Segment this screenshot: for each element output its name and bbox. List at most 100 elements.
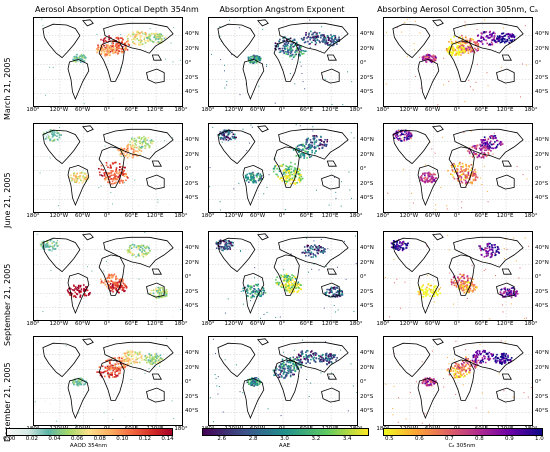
aerosol-pixel: [108, 277, 110, 279]
aerosol-pixel: [126, 363, 129, 365]
aerosol-pixel: [483, 38, 486, 41]
aerosol-pixel: [461, 34, 463, 37]
aerosol-pixel: [460, 176, 463, 178]
aerosol-pixel: [304, 358, 307, 361]
aerosol-pixel: [99, 174, 101, 176]
aerosol-pixel: [309, 38, 312, 41]
aerosol-pixel: [295, 48, 298, 51]
aerosol-pixel: [127, 361, 130, 363]
aerosol-pixel: [465, 36, 467, 39]
aerosol-pixel: [308, 396, 310, 398]
aerosol-pixel: [492, 136, 494, 139]
aerosol-pixel: [493, 137, 495, 139]
aerosol-pixel: [487, 151, 489, 154]
aerosol-pixel: [460, 168, 462, 170]
aerosol-pixel: [120, 34, 122, 36]
aerosol-pixel: [491, 254, 494, 256]
aerosol-pixel: [486, 42, 489, 45]
longitude-tick-label: 120°E: [146, 321, 164, 327]
aerosol-pixel: [85, 173, 87, 175]
aerosol-pixel: [108, 358, 111, 361]
aerosol-pixel: [426, 286, 428, 289]
aerosol-pixel: [155, 297, 158, 299]
aerosol-pixel: [465, 182, 468, 185]
aerosol-pixel: [137, 353, 139, 356]
aerosol-pixel: [350, 363, 352, 365]
aerosol-pixel: [114, 286, 116, 289]
aerosol-pixel: [152, 362, 154, 365]
aerosol-pixel: [113, 273, 116, 276]
aerosol-pixel: [309, 253, 312, 256]
aerosol-pixel: [103, 370, 106, 373]
aerosol-pixel: [332, 294, 335, 297]
aerosol-pixel: [288, 280, 291, 282]
aerosol-pixel: [263, 193, 265, 195]
aerosol-pixel: [70, 288, 72, 290]
aerosol-pixel: [328, 288, 330, 291]
aerosol-pixel: [462, 41, 465, 43]
aerosol-pixel: [286, 165, 289, 168]
map-panel-aaod-december: [33, 336, 183, 426]
aerosol-pixel: [140, 40, 142, 42]
aerosol-pixel: [299, 361, 302, 364]
aerosol-pixel: [486, 245, 489, 247]
aerosol-pixel: [96, 156, 98, 158]
aerosol-pixel: [128, 155, 131, 158]
aerosol-pixel: [395, 130, 398, 133]
aerosol-pixel: [158, 293, 161, 295]
aerosol-pixel: [154, 34, 156, 36]
aerosol-pixel: [289, 52, 292, 55]
aerosol-pixel: [473, 145, 476, 147]
aerosol-pixel: [397, 139, 400, 141]
aerosol-pixel: [118, 175, 121, 178]
aerosol-pixel: [224, 64, 226, 66]
longitude-tick-label: 120°E: [496, 213, 514, 219]
aerosol-pixel: [424, 288, 427, 291]
aerosol-pixel: [159, 33, 161, 35]
aerosol-pixel: [464, 179, 467, 182]
aerosol-pixel: [72, 289, 74, 291]
aerosol-pixel: [252, 291, 255, 294]
aerosol-pixel: [286, 371, 288, 374]
aerosol-pixel: [80, 172, 82, 174]
aerosol-pixel: [58, 127, 60, 129]
aerosol-pixel: [275, 48, 277, 51]
aerosol-pixel: [315, 246, 318, 249]
aerosol-pixel: [116, 285, 118, 288]
aerosol-pixel: [429, 58, 431, 60]
aerosol-pixel: [142, 252, 145, 255]
aerosol-pixel: [474, 173, 477, 176]
aerosol-pixel: [288, 170, 291, 173]
aerosol-pixel: [126, 145, 128, 148]
aerosol-pixel: [409, 136, 412, 139]
aerosol-pixel: [120, 286, 122, 288]
aerosol-pixel: [325, 39, 328, 42]
aerosol-pixel: [251, 381, 254, 384]
aerosol-pixel: [239, 391, 241, 393]
aerosol-pixel: [116, 46, 118, 49]
aerosol-pixel: [246, 173, 249, 176]
aerosol-pixel: [159, 357, 162, 359]
aerosol-pixel: [132, 33, 135, 35]
aerosol-pixel: [146, 245, 148, 248]
aerosol-pixel: [324, 37, 327, 40]
aerosol-pixel: [506, 38, 509, 41]
aerosol-pixel: [165, 288, 168, 291]
aerosol-pixel: [157, 36, 160, 38]
aerosol-pixel: [424, 295, 427, 297]
aerosol-pixel: [320, 34, 323, 37]
aerosol-pixel: [504, 40, 506, 42]
coastline: [146, 387, 165, 403]
aerosol-pixel: [137, 253, 140, 255]
aerosol-pixel: [430, 177, 433, 180]
aerosol-pixel: [239, 94, 241, 96]
aerosol-pixel: [451, 169, 454, 171]
aerosol-pixel: [486, 140, 489, 143]
aerosol-pixel: [140, 356, 142, 359]
aerosol-pixel: [252, 171, 254, 174]
latitude-tick-label: 20°N: [185, 364, 199, 371]
aerosol-pixel: [116, 281, 119, 284]
aerosol-pixel: [409, 135, 411, 138]
aerosol-pixel: [479, 247, 482, 250]
aerosol-pixel: [107, 365, 110, 368]
